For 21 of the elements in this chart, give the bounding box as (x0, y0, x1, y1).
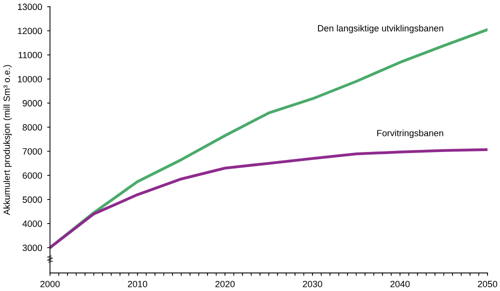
y-tick-label: 4000 (22, 220, 42, 227)
y-tick-label: 9000 (22, 100, 42, 106)
x-tick-label: 2000 (40, 280, 60, 288)
x-tick-label: 2020 (215, 280, 235, 288)
y-tick-label: 7000 (22, 148, 42, 155)
x-tick-label: 2010 (128, 280, 148, 288)
y-tick-label: 12000 (18, 28, 42, 34)
x-tick-label: 2040 (390, 280, 410, 288)
y-tick-label: 5000 (22, 196, 42, 203)
x-tick-label: 2050 (478, 280, 498, 288)
x-tick-label: 2030 (302, 280, 322, 288)
y-tick-label: 11000 (18, 52, 42, 58)
y-tick-label: 8000 (22, 124, 42, 131)
y-tick-label: 10000 (18, 76, 42, 82)
series-label: Den langsiktige utviklingsbanen (318, 24, 444, 34)
line-series (50, 148, 488, 250)
y-axis-title: Akkumulert produksjon (mill Sm³ o.e.) (3, 65, 12, 216)
y-tick-label: 13000 (18, 4, 42, 10)
y-tick-label: 3000 (22, 244, 42, 252)
series-label: Forvitringsbanen (377, 130, 444, 138)
y-tick-label: 6000 (22, 172, 42, 179)
